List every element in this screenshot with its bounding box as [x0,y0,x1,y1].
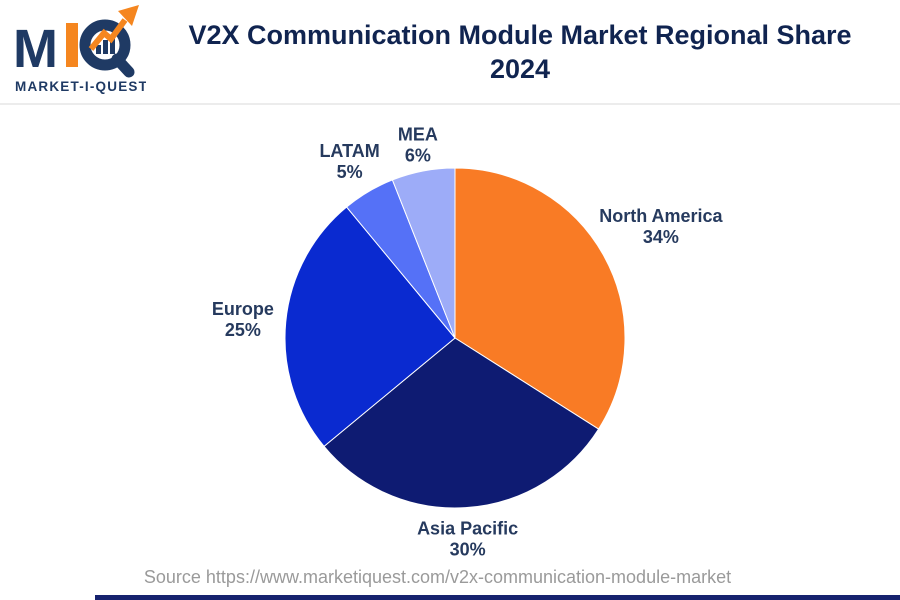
slice-label-latam: LATAM 5% [319,141,379,182]
pie-slice-asia-pacific [323,337,600,509]
logo-letter-i [66,23,78,67]
page-title: V2X Communication Module Market Regional… [150,18,900,86]
miq-logo-graphic: M MARKET-I-QUEST [13,5,147,94]
logo: M MARKET-I-QUEST [0,3,150,100]
slice-label-europe: Europe 25% [212,299,274,340]
header: M MARKET-I-QUEST [0,0,900,105]
slice-label-mea: MEA 6% [398,125,438,166]
logo-letter-m: M [14,19,58,79]
pie-slice-europe [284,206,456,447]
page-title-line2: 2024 [489,53,551,84]
pie-slice-north-america [454,167,626,430]
pie-slice-mea [391,167,456,339]
bottom-accent-bar [95,595,900,600]
logo-letter-q [79,19,131,71]
bar-chart-icon [96,35,115,54]
logo-wordmark: MARKET-I-QUEST [15,79,146,94]
page-title-line1: V2X Communication Module Market Regional… [188,19,852,50]
slice-label-north-america: North America 34% [599,206,723,247]
growth-arrow-icon [88,5,139,51]
source-text: Source https://www.marketiquest.com/v2x-… [143,567,732,587]
logo-q-tail [111,53,135,78]
slice-label-asia-pacific: Asia Pacific 30% [417,519,518,560]
